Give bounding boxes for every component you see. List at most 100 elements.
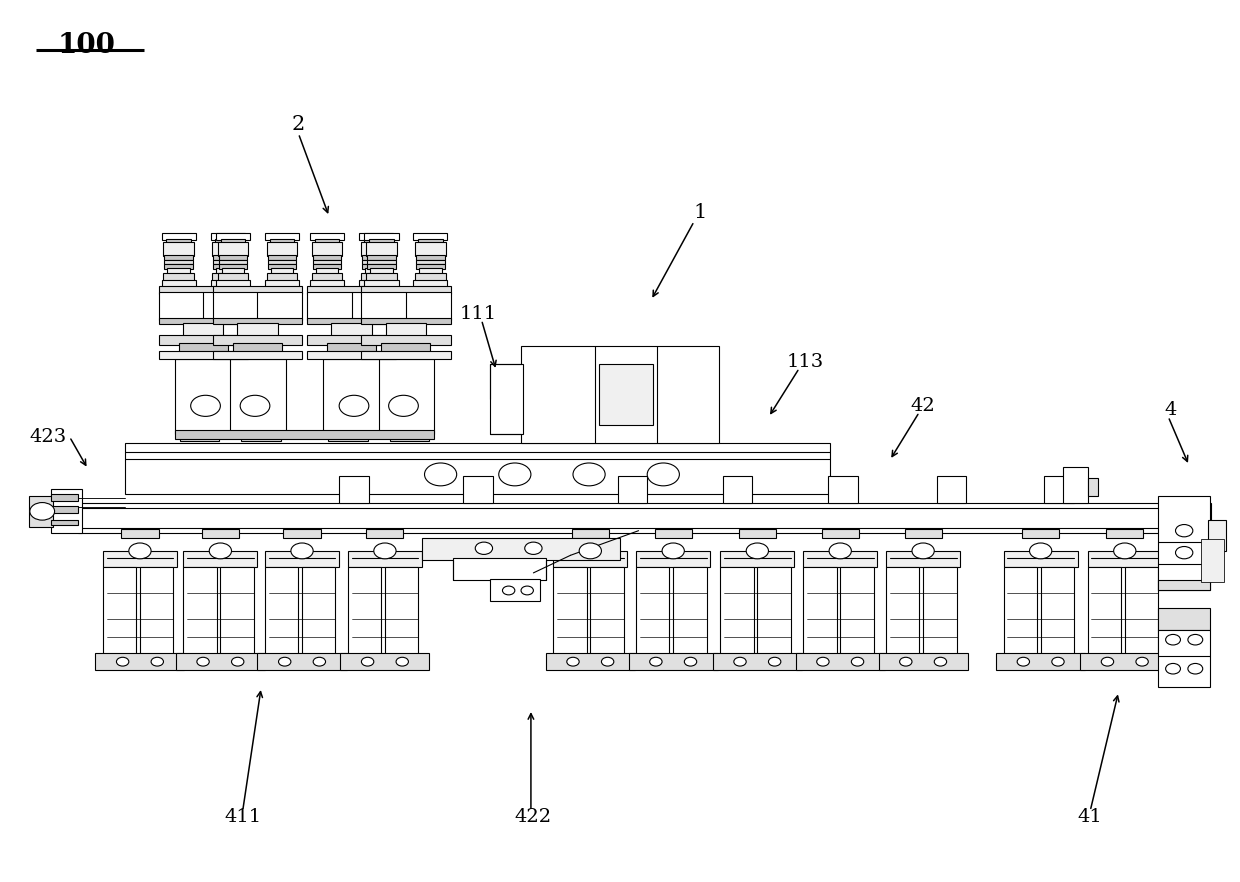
Bar <box>308 292 396 319</box>
Bar <box>179 343 228 353</box>
Bar <box>258 653 346 670</box>
Bar <box>125 443 831 494</box>
Bar <box>1022 529 1059 538</box>
Bar <box>329 432 367 441</box>
Bar <box>184 551 258 567</box>
Circle shape <box>291 543 314 559</box>
Circle shape <box>1101 657 1114 666</box>
Bar <box>159 351 248 359</box>
Bar <box>546 653 635 670</box>
Bar <box>51 490 82 534</box>
Bar <box>361 287 450 295</box>
Text: 4: 4 <box>1164 401 1177 419</box>
Bar <box>165 255 192 260</box>
Text: 1: 1 <box>693 203 707 222</box>
Bar <box>463 476 492 503</box>
Circle shape <box>1166 634 1180 645</box>
Bar <box>218 243 248 256</box>
Bar <box>159 292 248 319</box>
Circle shape <box>361 657 373 666</box>
Circle shape <box>151 657 164 666</box>
Circle shape <box>191 395 221 416</box>
Bar <box>312 273 342 281</box>
Bar <box>303 567 336 654</box>
Bar <box>166 239 191 244</box>
Bar <box>312 255 341 260</box>
Bar <box>218 260 247 265</box>
Circle shape <box>197 657 210 666</box>
Bar <box>284 529 321 538</box>
Bar <box>382 343 430 353</box>
Circle shape <box>1176 547 1193 559</box>
Bar <box>804 551 878 567</box>
Bar <box>95 653 185 670</box>
Bar <box>213 260 242 265</box>
Bar <box>413 280 448 288</box>
Bar <box>417 255 445 260</box>
Circle shape <box>521 586 533 594</box>
Bar <box>165 264 192 269</box>
Circle shape <box>1188 663 1203 674</box>
Bar <box>184 323 223 337</box>
Bar <box>103 551 177 567</box>
Bar <box>389 432 429 441</box>
Bar <box>140 567 174 654</box>
Bar <box>599 363 653 425</box>
Bar <box>221 239 246 244</box>
Bar <box>51 506 78 513</box>
Circle shape <box>830 543 852 559</box>
Bar <box>29 497 53 527</box>
Bar <box>415 243 445 256</box>
Bar <box>360 280 393 288</box>
Bar <box>268 260 296 265</box>
Bar <box>237 323 278 337</box>
Bar <box>265 280 299 288</box>
Circle shape <box>650 657 662 666</box>
Bar <box>213 287 303 295</box>
Bar <box>366 273 397 281</box>
Bar <box>417 264 445 269</box>
Bar <box>370 239 394 244</box>
Bar <box>887 551 960 567</box>
Bar <box>923 567 956 654</box>
Bar <box>267 243 298 256</box>
Bar <box>418 239 443 244</box>
Bar <box>723 476 753 503</box>
Bar <box>221 567 254 654</box>
Text: 2: 2 <box>291 115 305 134</box>
Bar <box>828 476 858 503</box>
Circle shape <box>117 657 129 666</box>
Circle shape <box>314 657 326 666</box>
Bar <box>265 233 299 240</box>
Bar <box>175 430 434 439</box>
Bar <box>629 653 718 670</box>
Bar <box>822 529 859 538</box>
Bar <box>216 268 239 274</box>
Circle shape <box>1017 657 1029 666</box>
Bar <box>212 243 243 256</box>
Bar <box>361 273 391 281</box>
Bar <box>211 280 244 288</box>
Bar <box>361 243 391 256</box>
Bar <box>242 432 281 441</box>
Bar <box>363 239 388 244</box>
Circle shape <box>899 657 911 666</box>
Bar <box>1158 630 1210 687</box>
Bar <box>310 233 343 240</box>
Bar <box>122 529 159 538</box>
Bar <box>347 551 422 567</box>
Bar <box>315 239 340 244</box>
Bar <box>324 359 434 434</box>
Bar <box>327 343 376 353</box>
Bar <box>175 359 286 434</box>
Bar <box>453 558 546 580</box>
Bar <box>1063 467 1087 503</box>
Circle shape <box>1176 525 1193 537</box>
Bar <box>673 567 707 654</box>
Bar <box>1087 478 1097 496</box>
Bar <box>218 273 248 281</box>
Bar <box>222 268 244 274</box>
Bar <box>419 268 441 274</box>
Circle shape <box>373 543 396 559</box>
Bar <box>361 318 450 325</box>
